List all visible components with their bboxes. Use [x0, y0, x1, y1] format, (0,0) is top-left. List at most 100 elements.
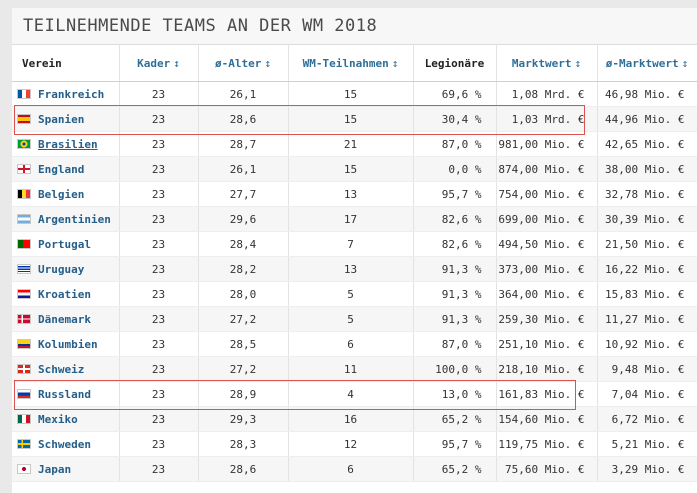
table-row: Uruguay 23 28,2 13 91,3 % 373,00 Mio. €16,22 … [12, 256, 697, 282]
flag-icon [17, 338, 31, 349]
cell-avg-marktwert: 32,78 Mio. € [597, 181, 697, 207]
col-alter-sort[interactable]: ø-Alter ↕ [198, 45, 289, 82]
cell-avg-marktwert: 38,00 Mio. € [597, 156, 697, 182]
cell-legionaere: 65,2 % [413, 406, 497, 432]
flag-icon [17, 163, 31, 174]
cell-legionaere: 87,0 % [413, 331, 497, 357]
team-link[interactable]: Kroatien [38, 287, 91, 301]
team-link[interactable]: Russland [38, 387, 91, 401]
table-row: Portugal 23 28,4 7 82,6 % 494,50 Mio. €21,50 … [12, 231, 697, 257]
cell-marktwert: 494,50 Mio. € [496, 231, 598, 257]
col-wm-sort[interactable]: WM-Teilnahmen ↕ [288, 45, 414, 82]
cell-kader: 23 [119, 356, 199, 382]
cell-marktwert: 161,83 Mio. € [496, 381, 598, 407]
cell-marktwert: 1,03 Mrd. € [496, 106, 598, 132]
teams-table: Verein Kader ↕ ø-Alter ↕ WM-Teilnahmen ↕ Le… [12, 45, 697, 482]
cell-legionaere: 91,3 % [413, 306, 497, 332]
cell-alter: 28,9 [198, 381, 289, 407]
flag-icon [17, 113, 31, 124]
team-link[interactable]: Japan [38, 462, 72, 476]
cell-marktwert: 259,30 Mio. € [496, 306, 598, 332]
cell-wm-teilnahmen: 21 [288, 131, 414, 157]
flag-icon [17, 288, 31, 299]
col-legionaere: Legionäre [413, 45, 497, 82]
team-link[interactable]: Portugal [38, 237, 91, 251]
cell-wm-teilnahmen: 13 [288, 256, 414, 282]
flag-icon [17, 238, 31, 249]
team-link[interactable]: Schweiz [38, 362, 85, 376]
table-row: Argentinien 23 29,6 17 82,6 % 699,00 Mio. €30… [12, 206, 697, 232]
cell-avg-marktwert: 10,92 Mio. € [597, 331, 697, 357]
table-row: Spanien 23 28,6 15 30,4 % 1,03 Mrd. €44,96 Mi… [12, 106, 697, 132]
page-title: TEILNEHMENDE TEAMS AN DER WM 2018 [12, 8, 697, 45]
cell-legionaere: 100,0 % [413, 356, 497, 382]
cell-verein: Kroatien [12, 281, 120, 307]
cell-verein: Russland [12, 381, 120, 407]
col-kader-sort[interactable]: Kader ↕ [119, 45, 199, 82]
cell-wm-teilnahmen: 16 [288, 406, 414, 432]
cell-kader: 23 [119, 131, 199, 157]
cell-kader: 23 [119, 456, 199, 482]
team-link[interactable]: Spanien [38, 112, 85, 126]
cell-legionaere: 13,0 % [413, 381, 497, 407]
cell-verein: England [12, 156, 120, 182]
flag-icon [17, 438, 31, 449]
sort-icon[interactable]: ↕ [264, 56, 271, 70]
team-link[interactable]: Belgien [38, 187, 85, 201]
team-link[interactable]: Uruguay [38, 262, 85, 276]
cell-verein: Uruguay [12, 256, 120, 282]
cell-verein: Frankreich [12, 81, 120, 107]
team-link[interactable]: England [38, 162, 85, 176]
table-row: Frankreich 23 26,1 15 69,6 % 1,08 Mrd. €46,98… [12, 81, 697, 107]
cell-alter: 28,4 [198, 231, 289, 257]
cell-legionaere: 95,7 % [413, 181, 497, 207]
cell-legionaere: 82,6 % [413, 231, 497, 257]
col-avg-marktwert-sort[interactable]: ø-Marktwert ↕ [597, 45, 697, 82]
cell-wm-teilnahmen: 15 [288, 156, 414, 182]
team-link[interactable]: Frankreich [38, 87, 105, 101]
cell-avg-marktwert: 3,29 Mio. € [597, 456, 697, 482]
cell-marktwert: 874,00 Mio. € [496, 156, 598, 182]
cell-marktwert: 981,00 Mio. € [496, 131, 598, 157]
cell-wm-teilnahmen: 6 [288, 331, 414, 357]
table-row: Schweden 23 28,3 12 95,7 % 119,75 Mio. €5,21 … [12, 431, 697, 457]
cell-verein: Schweiz [12, 356, 120, 382]
cell-verein: Japan [12, 456, 120, 482]
cell-legionaere: 91,3 % [413, 256, 497, 282]
cell-verein: Schweden [12, 431, 120, 457]
team-link[interactable]: Kolumbien [38, 337, 98, 351]
sort-icon[interactable]: ↕ [173, 56, 180, 70]
sort-icon[interactable]: ↕ [391, 56, 399, 70]
team-link[interactable]: Argentinien [38, 212, 111, 226]
cell-legionaere: 0,0 % [413, 156, 497, 182]
cell-kader: 23 [119, 281, 199, 307]
cell-kader: 23 [119, 331, 199, 357]
cell-alter: 28,6 [198, 106, 289, 132]
col-marktwert-sort[interactable]: Marktwert ↕ [496, 45, 598, 82]
sort-icon[interactable]: ↕ [574, 56, 582, 70]
table-row: Kolumbien 23 28,5 6 87,0 % 251,10 Mio. €10,92… [12, 331, 697, 357]
cell-alter: 29,6 [198, 206, 289, 232]
team-link[interactable]: Brasilien [38, 137, 98, 151]
table-row: Dänemark 23 27,2 5 91,3 % 259,30 Mio. €11,27 … [12, 306, 697, 332]
flag-icon [17, 188, 31, 199]
cell-wm-teilnahmen: 5 [288, 281, 414, 307]
cell-wm-teilnahmen: 12 [288, 431, 414, 457]
cell-kader: 23 [119, 306, 199, 332]
cell-alter: 27,2 [198, 306, 289, 332]
cell-verein: Argentinien [12, 206, 120, 232]
team-link[interactable]: Mexiko [38, 412, 78, 426]
cell-alter: 29,3 [198, 406, 289, 432]
cell-wm-teilnahmen: 7 [288, 231, 414, 257]
table-row: Kroatien 23 28,0 5 91,3 % 364,00 Mio. €15,83 … [12, 281, 697, 307]
cell-alter: 26,1 [198, 156, 289, 182]
cell-legionaere: 91,3 % [413, 281, 497, 307]
sort-icon[interactable]: ↕ [681, 56, 689, 70]
team-link[interactable]: Dänemark [38, 312, 91, 326]
team-link[interactable]: Schweden [38, 437, 91, 451]
cell-alter: 28,7 [198, 131, 289, 157]
cell-kader: 23 [119, 156, 199, 182]
cell-legionaere: 95,7 % [413, 431, 497, 457]
table-row: Belgien 23 27,7 13 95,7 % 754,00 Mio. €32,78 … [12, 181, 697, 207]
cell-legionaere: 30,4 % [413, 106, 497, 132]
